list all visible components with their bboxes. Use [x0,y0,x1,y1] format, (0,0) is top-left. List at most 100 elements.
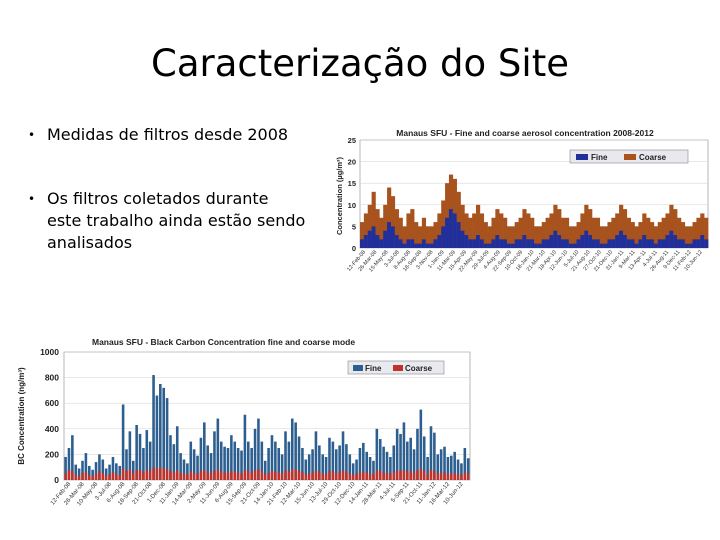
fine-bar [510,243,515,248]
coarse-bar [108,474,111,480]
fine-bar [518,239,523,248]
fine-bar [71,435,74,480]
coarse-bar [622,209,628,248]
coarse-bar [665,213,670,248]
fine-bar [704,239,709,248]
fine-bar [87,465,91,480]
coarse-bar [290,469,294,480]
coarse-bar [179,472,182,480]
fine-bar [436,454,440,480]
coarse-bar [463,472,467,480]
coarse-bar [84,472,88,480]
fine-bar [230,435,233,480]
fine-bar [580,235,585,248]
coarse-bar [318,472,321,480]
coarse-bar [203,469,206,480]
fine-bar [277,448,281,480]
coarse-bar [646,217,651,248]
coarse-bar [390,196,396,248]
coarse-bar [324,474,328,480]
coarse-bar [584,204,589,248]
fine-bar [450,455,453,480]
fine-bar [657,239,662,248]
coarse-bar [64,473,67,480]
fine-bar [297,436,301,480]
coarse-bar [115,474,118,480]
fine-bar [240,450,243,480]
coarse-bar [311,472,314,480]
fine-bar [673,235,678,248]
coarse-bar [564,217,570,248]
coarse-bar [450,473,453,480]
coarse-bar [409,471,412,480]
coarse-bar [441,200,446,248]
fine-bar [199,437,203,480]
fine-bar [669,230,674,248]
fine-bar [385,451,389,480]
fine-bar [595,239,601,248]
coarse-bar [657,222,662,248]
coarse-bar [416,470,419,480]
fine-bar [395,428,399,480]
coarse-bar [418,226,423,248]
fine-bar [626,239,631,248]
coarse-bar [436,473,440,480]
coarse-bar [522,209,527,248]
black-carbon-chart: Manaus SFU - Black Carbon Concentration … [17,337,471,507]
fine-bar [650,239,655,248]
fine-bar [186,463,189,480]
coarse-bar [398,217,403,248]
coarse-bar [345,472,348,480]
coarse-bar [510,226,515,248]
fine-bar [522,235,527,248]
coarse-bar [684,226,689,248]
fine-bar [661,239,666,248]
fine-bar [64,456,67,480]
fine-bar [179,453,182,480]
coarse-bar [422,471,426,480]
coarse-bar [67,469,71,480]
fine-bar [209,453,213,480]
fine-bar [487,243,492,248]
coarse-bar [172,472,176,480]
fine-bar [568,243,573,248]
fine-bar [257,418,260,480]
coarse-bar [495,209,500,248]
coarse-bar [595,217,601,248]
fine-bar [135,424,138,480]
coarse-bar [402,226,407,248]
chart1-y-tick-label: 10 [348,201,356,210]
fine-bar [118,465,122,480]
fine-bar [611,239,616,248]
coarse-bar [634,226,639,248]
fine-bar [622,235,628,248]
fine-bar [379,239,384,248]
coarse-bar [233,471,237,480]
fine-bar [182,459,186,480]
coarse-bar [453,472,456,480]
coarse-bar [186,474,189,480]
coarse-bar [414,222,419,248]
coarse-bar [236,472,240,480]
coarse-bar [226,472,230,480]
coarse-bar [588,209,593,248]
coarse-bar [456,474,460,480]
fine-bar [284,431,287,480]
coarse-bar [704,217,709,248]
fine-bar [588,235,593,248]
fine-bar [362,442,365,480]
coarse-bar [642,213,647,248]
fine-bar [328,437,331,480]
fine-bar [653,243,659,248]
chart1-plot-area: 051015202512-Feb-0826-Mar-0815-May-083-J… [346,136,709,273]
chart2-y-tick-label: 400 [45,424,59,434]
fine-bar [375,235,380,248]
fine-bar [630,239,635,248]
coarse-bar [443,472,446,480]
fine-bar [145,430,149,480]
coarse-bar [619,204,624,248]
fine-bar [243,414,247,480]
fine-bar [406,441,409,480]
coarse-bar [514,222,519,248]
fine-bar [603,243,608,248]
